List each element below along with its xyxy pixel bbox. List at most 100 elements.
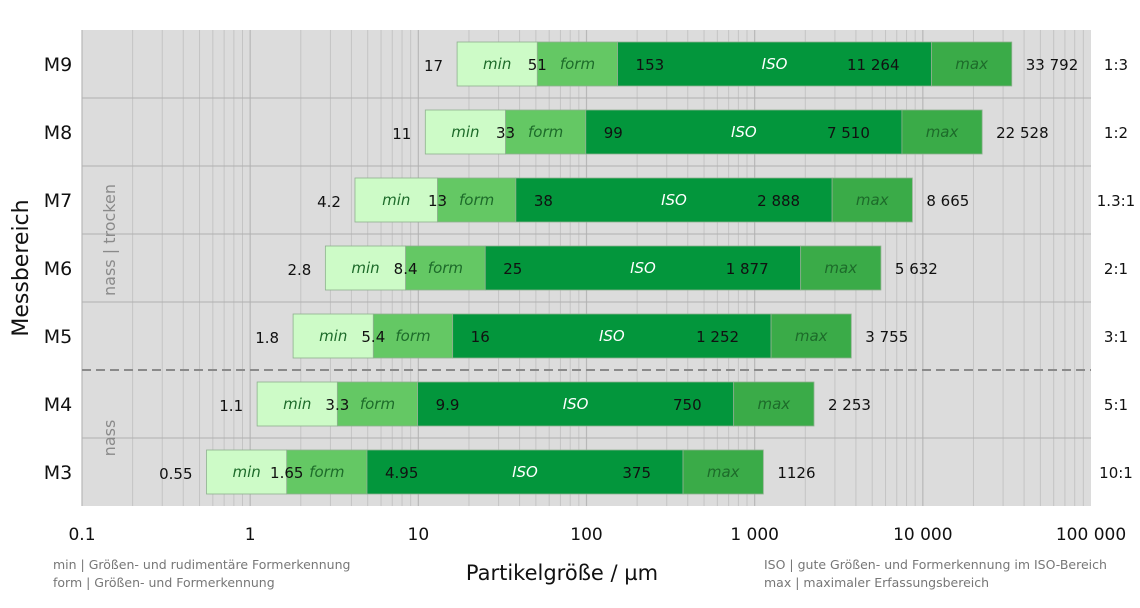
x-tick-label: 1	[245, 525, 256, 545]
segment-label: form	[560, 55, 595, 73]
segment-form	[505, 109, 587, 155]
value-label: 38	[534, 192, 553, 210]
segment-label: max	[926, 123, 959, 141]
group-label: nass	[100, 420, 119, 457]
segment-max	[800, 245, 882, 291]
row-m3: M3 10:1 min form ISO max 0.55 1.65 4.95 375 1126	[44, 449, 1133, 495]
segment-label: ISO	[762, 55, 788, 73]
value-label: 33	[496, 124, 515, 142]
row-label: M8	[44, 122, 72, 144]
value-label: 8 665	[926, 192, 969, 210]
value-label: 33 792	[1026, 56, 1079, 74]
value-label: 5 632	[895, 260, 938, 278]
value-label: 1.8	[255, 329, 279, 347]
value-label: 22 528	[996, 124, 1049, 142]
x-tick-label: 10	[408, 525, 430, 545]
segment-form	[405, 245, 486, 291]
value-label: 25	[503, 260, 522, 278]
segment-max	[682, 449, 764, 495]
row-label: M3	[44, 462, 72, 484]
row-label: M6	[44, 258, 72, 280]
segment-max	[901, 109, 983, 155]
segment-label: max	[707, 463, 740, 481]
segment-label: form	[428, 259, 463, 277]
x-tick-label: 100 000	[1056, 525, 1126, 545]
segment-min	[256, 381, 338, 427]
value-label: 16	[471, 328, 490, 346]
value-label: 2 253	[828, 396, 871, 414]
segment-min	[292, 313, 374, 359]
row-m6: M6 2:1 min form ISO max 2.8 8.4 25 1 877 5 632	[44, 245, 1128, 291]
segment-label: min	[382, 191, 410, 209]
legend-iso-note: ISO | gute Größen- und Formerkennung im …	[764, 557, 1107, 572]
segment-label: form	[395, 327, 430, 345]
row-label: M7	[44, 190, 72, 212]
segment-label: form	[309, 463, 344, 481]
segment-label: ISO	[731, 123, 757, 141]
value-label: 17	[424, 57, 443, 75]
value-label: 9.9	[436, 396, 460, 414]
segment-label: min	[483, 55, 511, 73]
x-tick-label: 0.1	[68, 525, 95, 545]
measurement-rows: M9 1:3 min form ISO max 17 51 153 11 264 33 792 M8 1…	[44, 41, 1135, 495]
ratio-label: 2:1	[1104, 260, 1128, 278]
segment-label: min	[283, 395, 311, 413]
segment-label: ISO	[599, 327, 625, 345]
segment-label: max	[955, 55, 988, 73]
segment-label: form	[459, 191, 494, 209]
legend-left: min | Größen- und rudimentäre Formerkenn…	[53, 556, 350, 592]
legend-form-note: form | Größen- und Formerkennung	[53, 575, 275, 590]
value-label: 4.95	[385, 464, 418, 482]
row-label: M4	[44, 394, 72, 416]
legend-max-note: max | maximaler Erfassungsbereich	[764, 575, 990, 590]
legend-min-note: min | Größen- und rudimentäre Formerkenn…	[53, 557, 351, 572]
value-label: 750	[673, 396, 702, 414]
segment-min	[324, 245, 406, 291]
segment-min	[354, 177, 438, 223]
segment-form	[286, 449, 368, 495]
segment-label: max	[856, 191, 889, 209]
value-label: 1126	[777, 464, 815, 482]
segment-max	[931, 41, 1013, 87]
segment-label: min	[319, 327, 347, 345]
legend-right: ISO | gute Größen- und Formerkennung im …	[764, 556, 1107, 592]
segment-label: ISO	[661, 191, 687, 209]
row-m7: M7 1.3:1 min form ISO max 4.2 13 38 2 888 8 665	[44, 177, 1135, 223]
segment-label: min	[351, 259, 379, 277]
segment-label: form	[528, 123, 563, 141]
row-label: M5	[44, 326, 72, 348]
value-label: 7 510	[827, 124, 870, 142]
value-label: 99	[604, 124, 623, 142]
x-tick-label: 10 000	[893, 525, 952, 545]
segment-label: max	[824, 259, 857, 277]
segment-label: form	[360, 395, 395, 413]
value-label: 0.55	[159, 465, 192, 483]
value-label: 3 755	[865, 328, 908, 346]
segment-min	[424, 109, 506, 155]
segment-label: ISO	[563, 395, 589, 413]
value-label: 11 264	[847, 56, 900, 74]
value-label: 8.4	[394, 260, 418, 278]
value-label: 1 252	[696, 328, 739, 346]
ratio-label: 5:1	[1104, 396, 1128, 414]
segment-form	[536, 41, 618, 87]
value-label: 153	[636, 56, 665, 74]
ratio-label: 1:3	[1104, 56, 1128, 74]
value-label: 3.3	[325, 396, 349, 414]
value-label: 375	[622, 464, 651, 482]
segment-label: max	[757, 395, 790, 413]
ratio-label: 1.3:1	[1097, 192, 1135, 210]
value-label: 1.1	[219, 397, 243, 415]
value-label: 2 888	[757, 192, 800, 210]
value-label: 4.2	[317, 193, 341, 211]
ratio-label: 3:1	[1104, 328, 1128, 346]
segment-label: min	[232, 463, 260, 481]
ratio-label: 10:1	[1099, 464, 1133, 482]
segment-label: ISO	[512, 463, 538, 481]
row-label: M9	[44, 54, 72, 76]
value-label: 1.65	[270, 464, 303, 482]
value-label: 2.8	[288, 261, 312, 279]
segment-iso	[617, 41, 932, 87]
segment-label: max	[795, 327, 828, 345]
value-label: 51	[528, 56, 547, 74]
